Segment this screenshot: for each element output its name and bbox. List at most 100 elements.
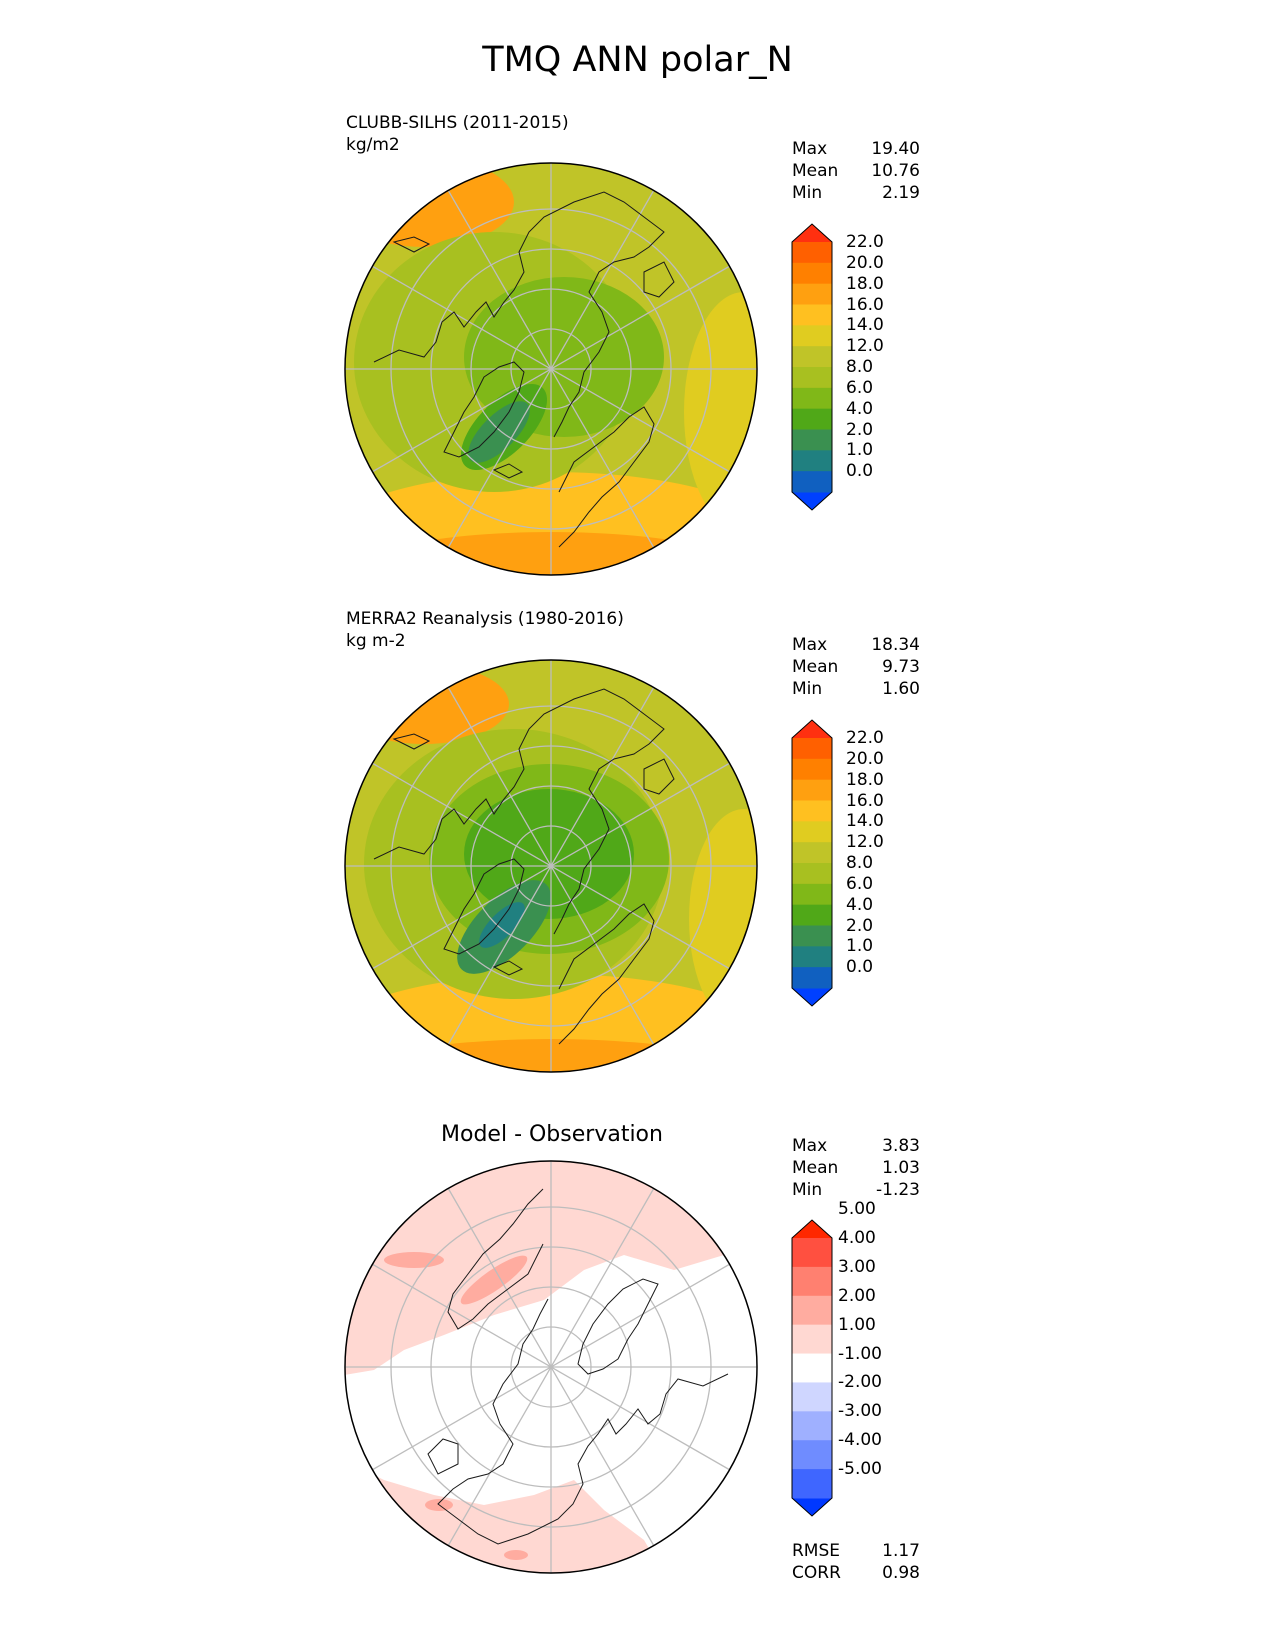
- colorbar-extend-max: [792, 224, 832, 242]
- colorbar-tick-label: 4.0: [846, 894, 874, 915]
- colorbar-band: [792, 967, 832, 989]
- colorbar-band: [792, 1440, 832, 1470]
- diff-graticule: [345, 1161, 757, 1573]
- colorbar-band: [792, 283, 832, 305]
- diff-min-value: -1.23: [876, 1180, 920, 1200]
- colorbar-tick-label: 6.0: [846, 873, 874, 894]
- colorbar-tick-label: 22.0: [846, 728, 884, 748]
- colorbar-extend-min: [792, 492, 832, 510]
- model-max-value: 19.40: [871, 139, 920, 159]
- colorbar-outline: [791, 719, 833, 1007]
- obs-field-arctic-inner: [464, 789, 634, 919]
- diff-field-hotspot-4: [504, 1550, 528, 1560]
- obs-field-atlantic-warm: [689, 809, 757, 1029]
- colorbar-band: [792, 1382, 832, 1412]
- obs-mean-label: Mean: [792, 657, 839, 677]
- colorbar-band: [792, 904, 832, 926]
- colorbar-tick-label: 8.0: [846, 357, 874, 377]
- diff-min-label: Min: [792, 1180, 823, 1200]
- colorbar-band: [792, 1411, 832, 1441]
- colorbar-tick-label: 12.0: [846, 336, 884, 357]
- colorbar-tick-label: 18.0: [846, 273, 884, 294]
- colorbar-band: [792, 1353, 832, 1383]
- colorbar-tick-label: 8.0: [846, 853, 874, 873]
- colorbar-tick-label: -2.00: [838, 1372, 882, 1393]
- panel-obs: MERRA2 Reanalysis (1980-2016) kg m-2: [0, 0, 1275, 1073]
- diff-corr-value: 0.98: [882, 1563, 920, 1583]
- diff-mean-value: 1.03: [882, 1158, 920, 1178]
- colorbar-tick-label: 2.00: [838, 1285, 876, 1306]
- colorbar-tick-label: -5.00: [838, 1459, 882, 1480]
- obs-map-frame: [344, 659, 758, 1073]
- colorbar-tick-label: 20.0: [846, 252, 884, 273]
- model-name: CLUBB-SILHS (2011-2015): [346, 113, 569, 133]
- colorbar-band: [792, 367, 832, 389]
- panel-diff: Model - Observation Max: [0, 0, 1275, 1583]
- colorbar-band: [792, 471, 832, 493]
- colorbar-band: [792, 1324, 832, 1355]
- diff-title: Model - Observation: [441, 1122, 663, 1147]
- colorbar-band: [792, 325, 832, 347]
- model-colorbar: [791, 223, 833, 511]
- obs-colorbar: [791, 719, 833, 1007]
- colorbar-band: [792, 842, 832, 864]
- diff-stats: Max 3.83 Mean 1.03 Min -1.23: [792, 1135, 920, 1201]
- obs-name: MERRA2 Reanalysis (1980-2016): [346, 609, 624, 629]
- model-units: kg/m2: [346, 135, 400, 155]
- obs-max-value: 18.34: [871, 635, 920, 655]
- colorbar-tick-label: 0.0: [846, 461, 874, 482]
- colorbar-band: [792, 1266, 832, 1297]
- colorbar-band: [792, 408, 832, 430]
- colorbar-tick-label: 1.0: [846, 440, 874, 461]
- colorbar-band: [792, 262, 832, 285]
- colorbar-tick-label: 3.00: [838, 1256, 876, 1277]
- colorbar-tick-label: -4.00: [838, 1430, 882, 1451]
- colorbar-band: [792, 1238, 832, 1268]
- colorbar-band: [792, 242, 832, 264]
- colorbar-tick-label: 2.0: [846, 419, 874, 440]
- model-graticule: [345, 163, 757, 575]
- colorbar-tick-label: 20.0: [846, 748, 884, 769]
- colorbar-band: [792, 883, 832, 906]
- obs-field-greenland-inner: [479, 902, 525, 948]
- colorbar-band: [792, 304, 832, 326]
- colorbar-tick-label: 16.0: [846, 294, 884, 315]
- colorbar-band: [792, 1469, 832, 1499]
- colorbar-band: [792, 346, 832, 368]
- colorbar-tick-label: 0.0: [846, 957, 874, 978]
- colorbar-tick-label: -1.00: [838, 1343, 882, 1364]
- colorbar-tick-label: 6.0: [846, 377, 874, 398]
- obs-mean-value: 9.73: [882, 657, 920, 677]
- model-mean-value: 10.76: [871, 161, 920, 181]
- model-map-frame: [344, 162, 758, 576]
- model-min-value: 2.19: [882, 183, 920, 203]
- model-mean-label: Mean: [792, 161, 839, 181]
- colorbar-tick-label: 14.0: [846, 811, 884, 832]
- colorbar-tick-label: 4.00: [838, 1228, 876, 1248]
- diff-coastlines: [427, 1188, 729, 1545]
- colorbar-band: [792, 1295, 832, 1326]
- colorbar-tick-label: 2.0: [846, 915, 874, 936]
- colorbar-tick-label: 18.0: [846, 769, 884, 790]
- colorbar-tick-label: -3.00: [838, 1401, 882, 1422]
- diff-field-hotspot-1: [460, 1255, 528, 1305]
- obs-min-value: 1.60: [882, 679, 920, 699]
- diff-rmse-label: RMSE: [792, 1541, 841, 1561]
- colorbar-tick-label: 1.00: [838, 1314, 876, 1335]
- colorbar-tick-label: 1.0: [846, 936, 874, 957]
- diff-field-hotspot-2: [384, 1252, 444, 1268]
- model-stats: Max 19.40 Mean 10.76 Min 2.19: [792, 138, 920, 204]
- model-field-atlantic-warm: [684, 292, 757, 532]
- panel-model-labels: CLUBB-SILHS (2011-2015) kg/m2: [346, 112, 569, 156]
- colorbar-tick-label: 5.00: [838, 1199, 876, 1220]
- obs-min-label: Min: [792, 679, 823, 699]
- diff-polar-map: [344, 1160, 758, 1574]
- obs-stats: Max 18.34 Mean 9.73 Min 1.60: [792, 634, 920, 700]
- colorbar-band: [792, 429, 832, 451]
- colorbar-outline: [791, 223, 833, 511]
- colorbar-band: [792, 779, 832, 801]
- obs-units: kg m-2: [346, 631, 406, 651]
- diff-metrics: RMSE 1.17 CORR 0.98: [792, 1540, 920, 1584]
- diff-max-label: Max: [792, 1136, 828, 1156]
- diff-map-frame: [344, 1160, 758, 1574]
